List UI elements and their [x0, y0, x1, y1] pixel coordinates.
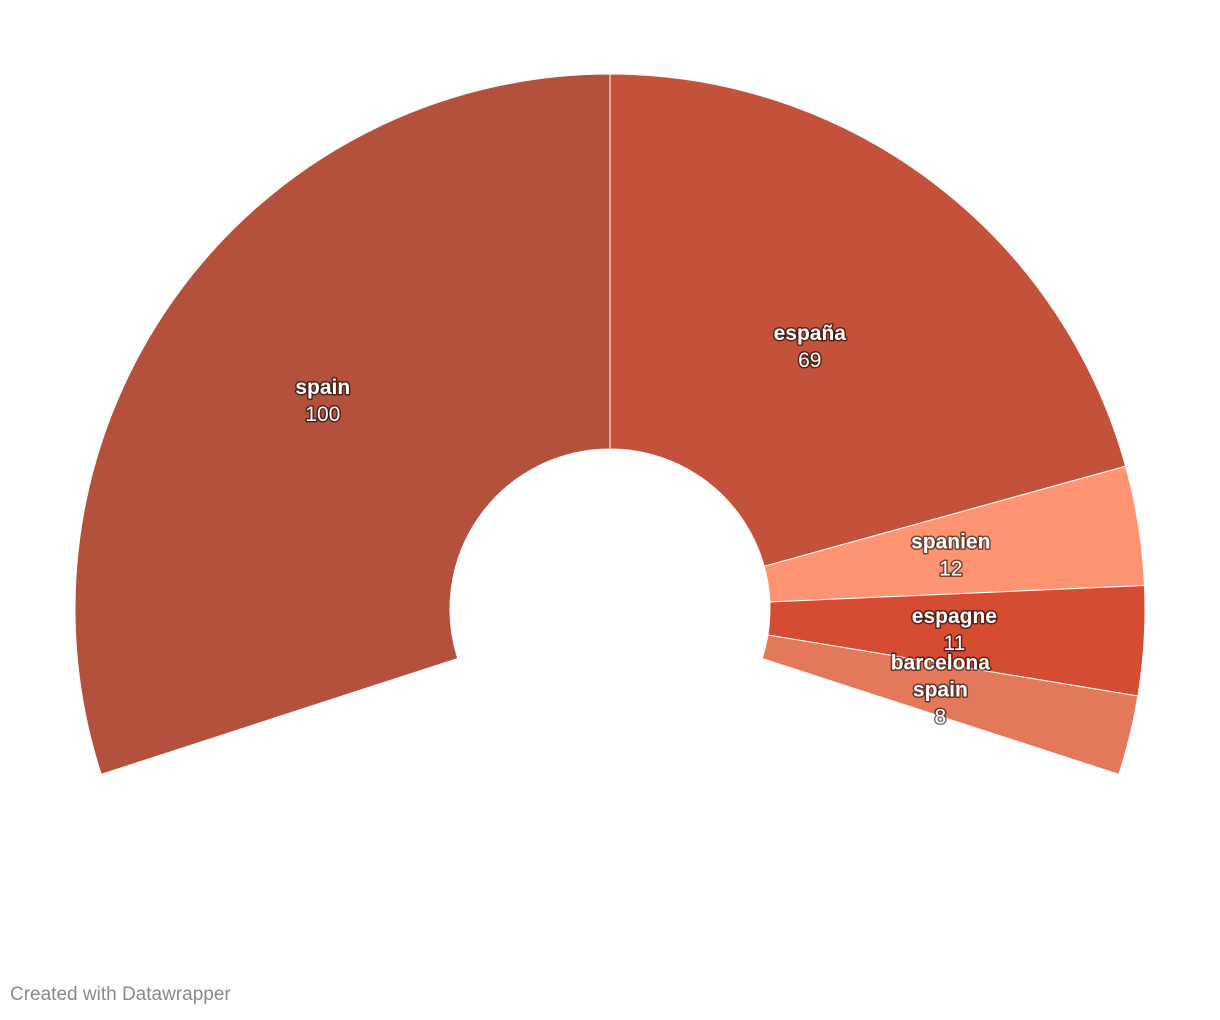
slice-label: spain — [913, 678, 968, 701]
slice-value-label: 12 — [939, 558, 962, 581]
slice-label: espagne — [912, 605, 997, 628]
slice-spain[interactable] — [74, 73, 611, 775]
slice-label: spanien — [911, 531, 990, 554]
slice-value-label: 100 — [305, 403, 340, 426]
slice-label-group: españa 69 — [772, 320, 848, 373]
slice-españa[interactable] — [609, 73, 1127, 567]
labels-layer: spain 100 españa 69 spanien 12 espagne 11barcel… — [294, 320, 999, 730]
slice-label-group: espagne 11 — [910, 604, 998, 657]
slice-barcelona-spain[interactable] — [761, 634, 1139, 775]
slices-layer — [74, 73, 1146, 775]
slice-label-group: spain 100 — [294, 374, 352, 427]
footer-credit[interactable]: Created with Datawrapper — [10, 984, 231, 1005]
slice-label: barcelona — [891, 651, 991, 674]
slice-label: españa — [774, 322, 847, 345]
slice-label-group: barcelona spain 8 — [889, 650, 992, 730]
slice-value-label: 8 — [935, 705, 947, 728]
slice-label: spain — [295, 376, 350, 399]
slice-label-group: spanien 12 — [910, 529, 992, 582]
slice-value-label: 11 — [943, 632, 965, 655]
slice-value-label: 69 — [798, 349, 821, 372]
